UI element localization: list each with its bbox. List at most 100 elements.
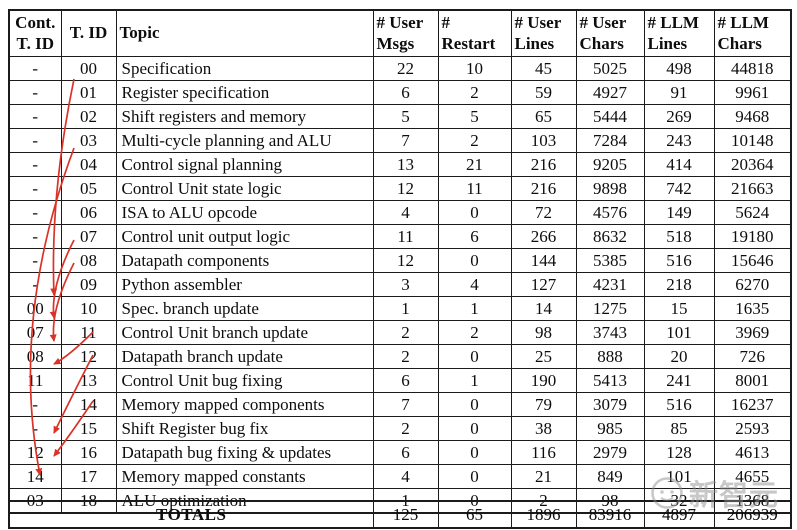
cell-tid: 15	[60, 416, 117, 441]
cell-tid: 10	[60, 296, 117, 321]
cell-user_msgs: 2	[372, 320, 439, 345]
cell-llm_lines: 15	[643, 296, 715, 321]
table-row: -15 Shift Register bug fix 2 0 38 985 85 2593	[8, 416, 792, 441]
cell-tid: 01	[60, 80, 117, 105]
cell-topic: Spec. branch update	[115, 296, 374, 321]
cell-llm_chars: 1635	[713, 296, 792, 321]
totals-llm_chars: 206939	[713, 500, 792, 529]
cell-user_msgs: 1	[372, 296, 439, 321]
cell-llm_chars: 9468	[713, 104, 792, 129]
cell-topic: Multi-cycle planning and ALU	[115, 128, 374, 153]
cell-user_chars: 5385	[575, 248, 645, 273]
cell-llm_lines: 91	[643, 80, 715, 105]
table-row: -14 Memory mapped components 7 0 79 3079 516 16…	[8, 392, 792, 417]
cell-tid: 03	[60, 128, 117, 153]
cell-restart: 11	[437, 176, 512, 201]
cell-topic: Control signal planning	[115, 152, 374, 177]
cell-topic: Specification	[115, 56, 374, 81]
cell-llm_chars: 8001	[713, 368, 792, 393]
cell-user_msgs: 7	[372, 392, 439, 417]
cell-llm_lines: 101	[643, 320, 715, 345]
cell-tid: 14	[60, 392, 117, 417]
cell-restart: 0	[437, 344, 512, 369]
cell-llm_lines: 128	[643, 440, 715, 465]
cell-user_msgs: 12	[372, 248, 439, 273]
cell-tid: 02	[60, 104, 117, 129]
cell-cont_tid: -	[8, 392, 62, 417]
cell-restart: 10	[437, 56, 512, 81]
cell-topic: Control unit output logic	[115, 224, 374, 249]
cell-user_lines: 216	[510, 176, 577, 201]
table-row: 14 17 Memory mapped constants 4 0 21 849 101 465…	[8, 464, 792, 489]
column-header-user_lines: # User Lines	[510, 9, 577, 57]
cell-user_msgs: 5	[372, 104, 439, 129]
totals-row: TOTALS 125 65 1896 83916 4897 206939	[8, 500, 792, 529]
cell-cont_tid: -	[8, 416, 62, 441]
table-row: -06 ISA to ALU opcode 4 0 72 4576 149 5624	[8, 200, 792, 225]
cell-cont_tid: 08	[8, 344, 62, 369]
cell-llm_chars: 21663	[713, 176, 792, 201]
cell-user_lines: 59	[510, 80, 577, 105]
cell-user_chars: 4576	[575, 200, 645, 225]
cell-restart: 5	[437, 104, 512, 129]
cell-user_chars: 849	[575, 464, 645, 489]
table-row: -08 Datapath components 12 0 144 5385 516 15646	[8, 248, 792, 273]
totals-user_msgs: 125	[372, 500, 439, 529]
cell-llm_chars: 726	[713, 344, 792, 369]
cell-user_chars: 1275	[575, 296, 645, 321]
cell-user_lines: 216	[510, 152, 577, 177]
cell-user_chars: 7284	[575, 128, 645, 153]
column-header-user_msgs: # User Msgs	[372, 9, 439, 57]
topics-table: Cont. T. ID T. ID Topic # User Msgs # Restart # …	[8, 9, 792, 514]
totals-llm_lines: 4897	[643, 500, 715, 529]
cell-user_msgs: 13	[372, 152, 439, 177]
cell-cont_tid: 14	[8, 464, 62, 489]
cell-user_msgs: 2	[372, 416, 439, 441]
cell-cont_tid: 12	[8, 440, 62, 465]
table-row: -09 Python assembler 3 4 127 4231 218 6270	[8, 272, 792, 297]
cell-user_lines: 21	[510, 464, 577, 489]
cell-llm_lines: 149	[643, 200, 715, 225]
cell-cont_tid: -	[8, 248, 62, 273]
cell-user_lines: 65	[510, 104, 577, 129]
cell-llm_lines: 516	[643, 248, 715, 273]
cell-llm_chars: 16237	[713, 392, 792, 417]
cell-user_chars: 888	[575, 344, 645, 369]
cell-topic: Control Unit branch update	[115, 320, 374, 345]
cell-user_chars: 9898	[575, 176, 645, 201]
cell-cont_tid: -	[8, 56, 62, 81]
cell-llm_chars: 6270	[713, 272, 792, 297]
cell-user_msgs: 6	[372, 80, 439, 105]
cell-tid: 17	[60, 464, 117, 489]
cell-cont_tid: -	[8, 152, 62, 177]
cell-tid: 04	[60, 152, 117, 177]
cell-llm_lines: 498	[643, 56, 715, 81]
cell-user_lines: 266	[510, 224, 577, 249]
cell-user_lines: 103	[510, 128, 577, 153]
cell-user_chars: 8632	[575, 224, 645, 249]
cell-restart: 0	[437, 416, 512, 441]
cell-user_lines: 127	[510, 272, 577, 297]
cell-cont_tid: -	[8, 272, 62, 297]
cell-topic: Datapath branch update	[115, 344, 374, 369]
cell-llm_chars: 5624	[713, 200, 792, 225]
cell-llm_lines: 518	[643, 224, 715, 249]
cell-llm_chars: 15646	[713, 248, 792, 273]
cell-user_chars: 5413	[575, 368, 645, 393]
cell-topic: Shift Register bug fix	[115, 416, 374, 441]
cell-user_msgs: 3	[372, 272, 439, 297]
cell-restart: 6	[437, 224, 512, 249]
cell-topic: Memory mapped constants	[115, 464, 374, 489]
cell-restart: 1	[437, 368, 512, 393]
cell-user_msgs: 11	[372, 224, 439, 249]
cell-llm_lines: 742	[643, 176, 715, 201]
cell-tid: 12	[60, 344, 117, 369]
cell-user_lines: 14	[510, 296, 577, 321]
totals-label: TOTALS	[8, 500, 374, 529]
cell-user_chars: 5025	[575, 56, 645, 81]
cell-user_lines: 79	[510, 392, 577, 417]
table-row: -02 Shift registers and memory 5 5 65 5444 269…	[8, 104, 792, 129]
cell-topic: Register specification	[115, 80, 374, 105]
cell-user_chars: 9205	[575, 152, 645, 177]
